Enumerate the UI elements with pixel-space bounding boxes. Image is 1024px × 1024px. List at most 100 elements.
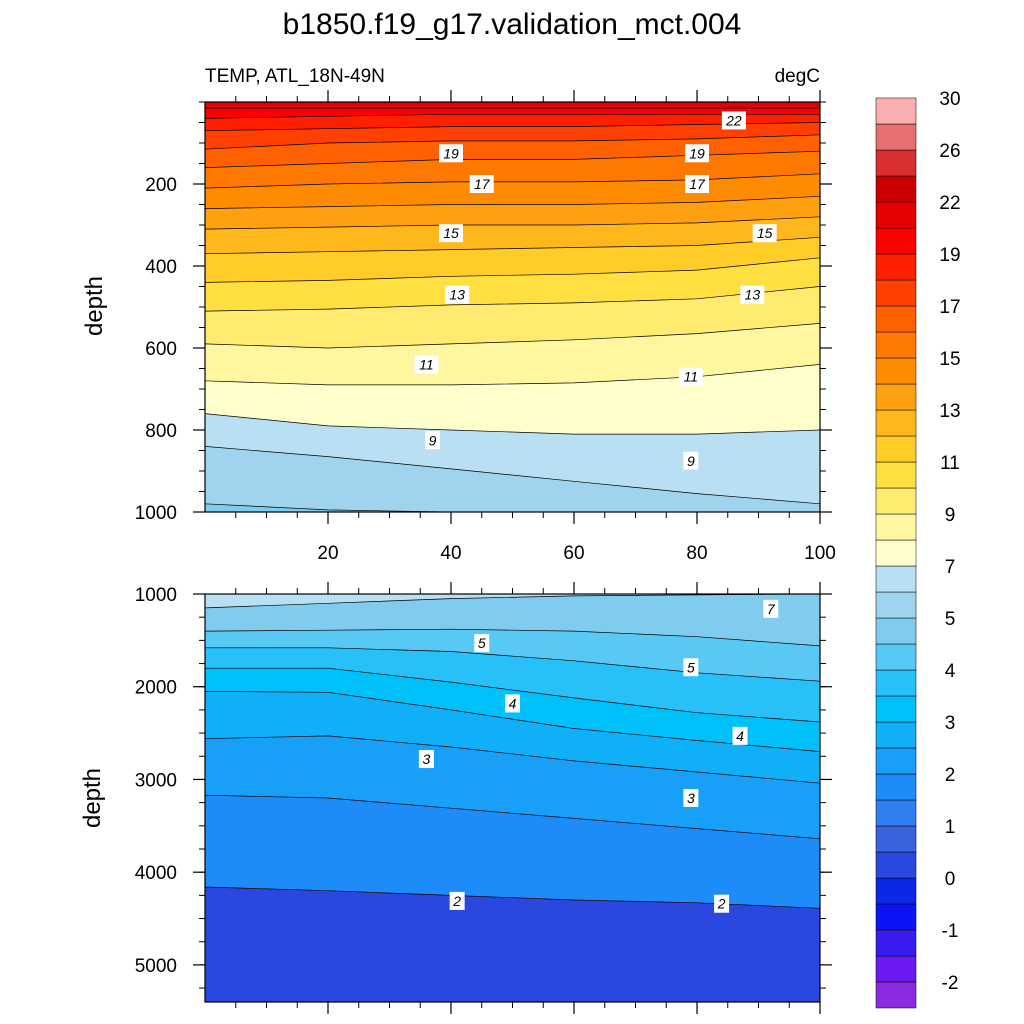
colorbar-label: -2 [942, 973, 959, 994]
contour-line-10 [205, 364, 820, 386]
colorbar-box [875, 565, 917, 593]
contour-line-20 [205, 122, 820, 132]
svg-text:2: 2 [717, 896, 726, 912]
svg-text:3: 3 [687, 790, 695, 806]
colorbar-box [875, 513, 917, 541]
contour-line-8 [205, 446, 820, 505]
contour-label: 4 [732, 726, 748, 745]
contour-label: 13 [445, 285, 470, 304]
contour-label: 2 [449, 891, 465, 910]
xtick-label: 60 [563, 543, 584, 564]
contour-label: 7 [763, 599, 779, 618]
svg-text:17: 17 [689, 176, 706, 192]
colorbar-box [875, 539, 917, 567]
contour-line-3 [205, 794, 820, 840]
colorbar-box [875, 695, 917, 723]
contour-line-4.5 [205, 667, 820, 723]
colorbar-label: 22 [939, 193, 960, 214]
colorbar-box [875, 981, 917, 1009]
svg-text:2: 2 [452, 893, 461, 909]
colorbar-label: 3 [945, 713, 956, 734]
contour-line-4 [205, 691, 820, 752]
contour-line-6 [205, 628, 820, 647]
contour-label: 17 [469, 175, 494, 193]
contour-line-19 [205, 134, 820, 150]
contour-line-5 [205, 647, 820, 682]
contour-label: 4 [505, 694, 520, 713]
colorbar-box [875, 773, 917, 801]
colorbar-box [875, 357, 917, 385]
svg-text:9: 9 [687, 453, 695, 469]
svg-text:5: 5 [687, 659, 695, 675]
contour-label: 11 [414, 355, 439, 374]
colorbar-box [875, 227, 917, 255]
colorbar-box [875, 409, 917, 437]
contour-line-11 [205, 323, 820, 349]
xtick-label: 100 [804, 543, 836, 564]
contour-label: 3 [683, 789, 699, 807]
upper-panel: 22 19 19 17 17 15 15 13 13 11 11 9 9 200 400 600 800 1000… [135, 90, 836, 564]
contour-line-13 [205, 257, 820, 283]
contour-label: 11 [678, 367, 703, 386]
colorbar-box [875, 253, 917, 281]
svg-text:22: 22 [725, 112, 742, 128]
lower-panel: 7 5 5 4 4 3 3 2 2 1000 2000 3000 4000 5000 [135, 582, 832, 1014]
svg-text:9: 9 [429, 432, 437, 448]
contour-line-18 [205, 150, 820, 168]
contour-line-12 [205, 286, 820, 312]
colorbar-box [875, 149, 917, 177]
colorbar-box [875, 305, 917, 333]
ytick-label: 800 [145, 421, 177, 442]
contour-line-7 [205, 594, 820, 609]
contour-line-15 [205, 216, 820, 230]
colorbar-label: 4 [945, 661, 956, 682]
contour-label: 15 [439, 224, 463, 243]
colorbar-label: 11 [940, 453, 960, 474]
svg-text:13: 13 [449, 287, 465, 303]
ytick-label: 400 [145, 257, 177, 278]
colorbar-box [875, 955, 917, 983]
contour-label: 2 [714, 894, 730, 913]
colorbar-label: 13 [939, 401, 960, 422]
colorbar-box [875, 903, 917, 931]
colorbar-box [875, 383, 917, 411]
colorbar-label: -1 [942, 921, 959, 942]
colorbar-box [875, 721, 917, 749]
contour-label: 15 [752, 224, 777, 243]
contour-fill-8 [205, 446, 820, 512]
upper-ylabel: depth [81, 276, 108, 336]
contour-line-17 [205, 173, 820, 189]
colorbar-label: 1 [945, 817, 956, 838]
colorbar-box [875, 461, 917, 489]
colorbar-box [875, 643, 917, 671]
contour-fill-2 [205, 887, 820, 1002]
svg-text:17: 17 [474, 176, 491, 192]
svg-text:15: 15 [757, 225, 773, 241]
colorbar-box [875, 877, 917, 905]
svg-text:19: 19 [689, 145, 705, 161]
ytick-label: 1000 [135, 585, 177, 606]
contour-label: 9 [683, 451, 699, 470]
colorbar-label: 26 [939, 141, 960, 162]
lower-ylabel: depth [79, 768, 106, 828]
ytick-label: 200 [145, 175, 177, 196]
contour-line-9 [205, 413, 820, 435]
svg-text:4: 4 [736, 728, 744, 744]
svg-text:11: 11 [419, 356, 434, 372]
colorbar-label: 19 [939, 245, 960, 266]
xtick-label: 40 [440, 543, 461, 564]
colorbar-label: 17 [939, 297, 960, 318]
contour-label: 19 [685, 144, 709, 163]
colorbar-box [875, 669, 917, 697]
contour-label: 13 [740, 285, 765, 304]
colorbar-box [875, 929, 917, 957]
colorbar-box [875, 617, 917, 645]
contour-label: 5 [474, 634, 490, 653]
svg-text:13: 13 [745, 287, 761, 303]
colorbar-label: 7 [945, 557, 956, 578]
contour-line-16 [205, 195, 820, 209]
contour-label: 5 [683, 658, 699, 677]
colorbar-box [875, 825, 917, 853]
contour-line-3.5 [205, 735, 820, 784]
